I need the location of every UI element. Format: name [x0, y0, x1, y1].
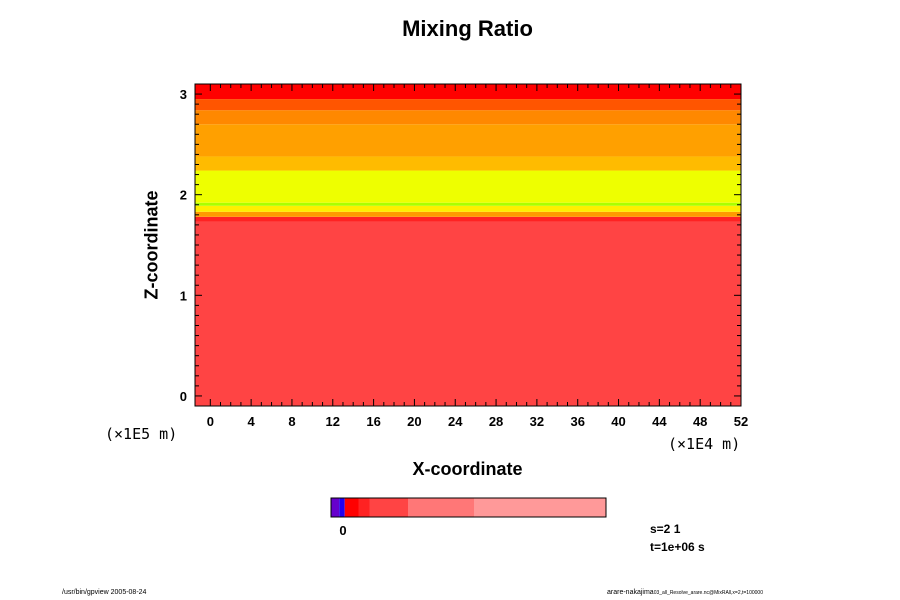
x-tick-label: 44: [652, 414, 667, 429]
x-tick-label: 0: [207, 414, 214, 429]
y-tick-label: 1: [180, 288, 187, 303]
x-tick-label: 40: [611, 414, 625, 429]
field-band-4: [195, 202, 741, 206]
field-band-3: [195, 205, 741, 212]
y-axis-unit: (×1E5 m): [105, 425, 178, 443]
colorbar-segment-6: [474, 498, 606, 517]
x-tick-label: 48: [693, 414, 707, 429]
colorbar-segment-1: [339, 498, 345, 517]
x-tick-label: 28: [489, 414, 503, 429]
colorbar-segment-3: [358, 498, 370, 517]
y-tick-label: 0: [180, 389, 187, 404]
colorbar-segment-2: [344, 498, 359, 517]
x-tick-label: 36: [570, 414, 584, 429]
y-tick-label: 2: [180, 188, 187, 203]
x-tick-label: 8: [288, 414, 295, 429]
x-tick-label: 20: [407, 414, 421, 429]
field-band-6: [195, 156, 741, 171]
info-time: t=1e+06 s: [650, 540, 705, 554]
footer-right-file: 03_all_Resolve_arare.nc@MixRAll,x=2,t=10…: [653, 590, 763, 596]
footer-right: arare-nakajima03_all_Resolve_arare.nc@Mi…: [607, 589, 763, 596]
info-step: s=2 1: [650, 522, 681, 536]
x-tick-label: 24: [448, 414, 463, 429]
colorbar-segment-4: [369, 498, 408, 517]
colorbar-label: 0: [339, 523, 346, 538]
colorbar-segment-0: [331, 498, 340, 517]
field-band-7: [195, 124, 741, 157]
x-axis-label: X-coordinate: [412, 459, 523, 479]
x-tick-label: 4: [248, 414, 256, 429]
footer-left: /usr/bin/gpview 2005-08-24: [62, 589, 147, 596]
field-band-1: [195, 216, 741, 222]
chart-title: Mixing Ratio: [402, 16, 533, 41]
x-tick-label: 32: [530, 414, 544, 429]
field-band-5: [195, 170, 741, 203]
field-band-0: [195, 221, 741, 406]
x-axis-unit: (×1E4 m): [668, 435, 741, 453]
field-band-10: [195, 84, 741, 100]
x-tick-label: 52: [734, 414, 748, 429]
x-tick-label: 12: [326, 414, 340, 429]
colorbar-frame: [330, 497, 607, 518]
field-band-8: [195, 110, 741, 125]
y-tick-label: 3: [180, 87, 187, 102]
x-tick-label: 16: [366, 414, 380, 429]
colorbar-segment-5: [408, 498, 474, 517]
footer-right-name: arare-nakajima: [607, 589, 654, 596]
field-band-9: [195, 99, 741, 111]
field-band-2: [195, 211, 741, 217]
